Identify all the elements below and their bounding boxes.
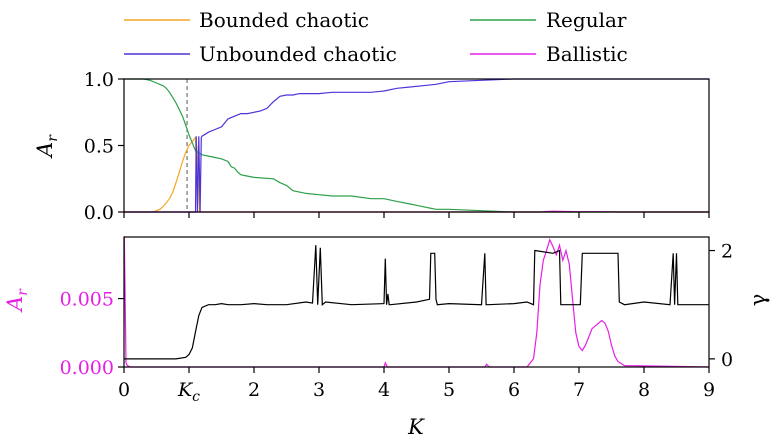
- legend-label-regular: Regular: [546, 8, 627, 32]
- bottom-axes-frame: [123, 236, 710, 368]
- top-series-unbounded-chaotic: [124, 78, 709, 213]
- legend-label-bounded: Bounded chaotic: [199, 8, 369, 32]
- bottom-ticks: 0.000 0.005 0 2 0 Kc 2 3 4 5 6 7 8 9: [60, 241, 734, 405]
- top-plot-area: [124, 78, 709, 213]
- top-axes-frame: [123, 78, 710, 213]
- bottom-x-tick-label: 9: [703, 379, 715, 401]
- top-series-bounded-chaotic: [124, 135, 709, 213]
- bottom-series-ballistic: [123, 236, 710, 368]
- bottom-y2-tick-label: 0: [721, 349, 733, 371]
- bottom-panel: 0.000 0.005 0 2 0 Kc 2 3 4 5 6 7 8 9 Ar γ K: [3, 236, 770, 439]
- bottom-x-tick-label: 4: [378, 379, 390, 401]
- top-panel: 0.0 0.5 1.0 Ar: [33, 69, 710, 224]
- top-y-axis-label: Ar: [33, 134, 61, 159]
- top-ticks: 0.0 0.5 1.0: [84, 69, 710, 224]
- bottom-plot-area: [123, 236, 710, 368]
- bottom-x-tick-label: 8: [638, 379, 650, 401]
- legend-label-ballistic: Ballistic: [546, 42, 628, 66]
- bottom-x-tick-label: 2: [248, 379, 260, 401]
- top-y-tick-label: 0.5: [84, 136, 114, 158]
- legend: Bounded chaotic Unbounded chaotic Regula…: [124, 8, 628, 66]
- bottom-series-gamma: [124, 245, 709, 360]
- bottom-y-tick-label: 0.005: [60, 289, 114, 311]
- x-axis-label: K: [407, 415, 425, 439]
- bottom-y-axis-label: Ar: [3, 288, 31, 313]
- bottom-x-tick-label: 0: [118, 379, 130, 401]
- bottom-x-tick-label: 6: [508, 379, 520, 401]
- bottom-y-tick-label: 0.000: [60, 357, 114, 379]
- top-y-tick-label: 0.0: [84, 202, 114, 224]
- legend-label-unbounded: Unbounded chaotic: [199, 42, 397, 66]
- bottom-y2-axis-label: γ: [746, 294, 770, 307]
- bottom-x-tick-label: 5: [443, 379, 455, 401]
- top-y-tick-label: 1.0: [84, 69, 114, 91]
- bottom-y2-tick-label: 2: [721, 241, 733, 263]
- top-series-regular: [124, 78, 709, 213]
- bottom-x-tick-label: 7: [573, 379, 585, 401]
- bottom-x-tick-label: 3: [313, 379, 325, 401]
- bottom-x-tick-label: Kc: [177, 379, 200, 405]
